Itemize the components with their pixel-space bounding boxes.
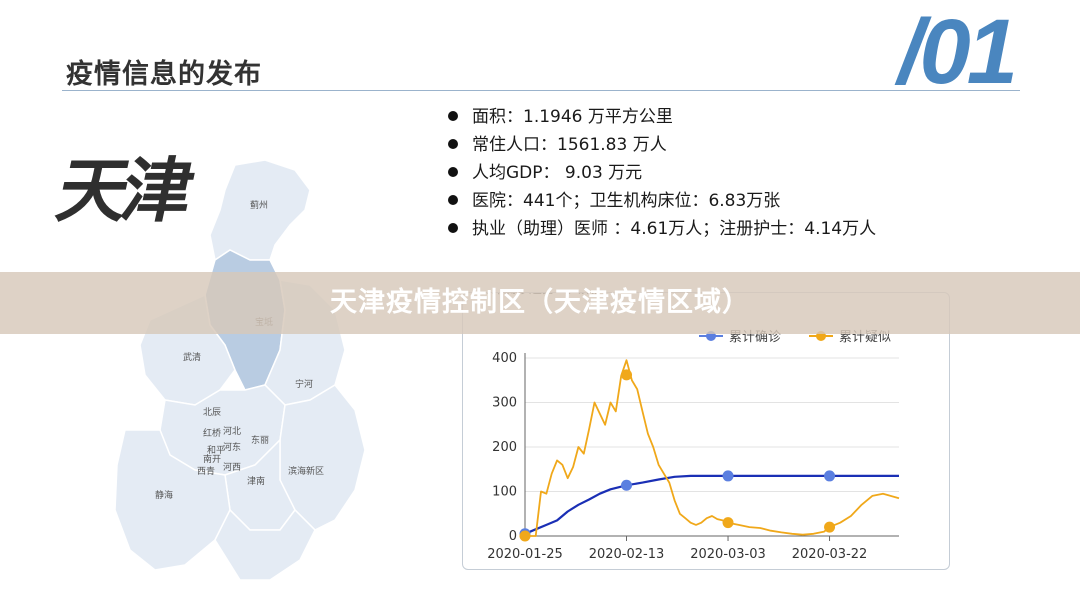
fact-text: 医院：441个；卫生机构床位：6.83万张	[472, 191, 781, 211]
bullet-icon	[448, 111, 458, 121]
banner-text: 天津疫情控制区（天津疫情区域）	[330, 287, 750, 318]
fact-item: 执业（助理）医师 ：4.61万人；注册护士：4.14万人	[448, 215, 876, 243]
district-label: 北辰	[203, 407, 221, 418]
y-tick-label: 0	[509, 529, 517, 544]
y-tick-label: 200	[492, 440, 517, 455]
bullet-icon	[448, 223, 458, 233]
fact-item: 面积：1.1946 万平方公里	[448, 103, 876, 131]
bullet-icon	[448, 139, 458, 149]
x-tick-label: 2020-03-22	[792, 547, 868, 562]
y-tick-label: 400	[492, 351, 517, 366]
district-label: 蓟州	[250, 199, 268, 211]
calligraphy-title: 天津	[50, 149, 196, 232]
fact-text: 人均GDP： 9.03 万元	[472, 163, 643, 183]
bullet-icon	[448, 167, 458, 177]
slide-title: 疫情信息的发布	[66, 59, 262, 90]
district-label: 红桥	[203, 427, 221, 439]
district-label: 滨海新区	[288, 465, 324, 477]
x-tick-label: 2020-03-03	[690, 547, 766, 562]
fact-text: 常住人口：1561.83 万人	[472, 135, 667, 155]
data-point	[722, 517, 734, 529]
fact-text: 面积：1.1946 万平方公里	[472, 107, 673, 127]
data-point	[519, 530, 531, 542]
series-line	[524, 474, 899, 535]
x-tick-label: 2020-01-25	[487, 547, 563, 562]
bullet-icon	[448, 195, 458, 205]
district-label: 东丽	[251, 434, 269, 446]
chart-panel: 累计确诊趋势（人数）01002003004002020-01-252020-02…	[462, 281, 950, 570]
fact-item: 人均GDP： 9.03 万元	[448, 159, 876, 187]
data-point	[722, 470, 734, 482]
fact-text: 执业（助理）医师 ：4.61万人；注册护士：4.14万人	[472, 219, 877, 239]
series-line	[525, 359, 900, 537]
district-label: 静海	[155, 489, 173, 501]
fact-list: 面积：1.1946 万平方公里 常住人口：1561.83 万人 人均GDP： 9…	[448, 103, 876, 243]
district-label: 武清	[183, 351, 201, 363]
district-label: 南开	[203, 453, 221, 465]
caption-banner: 天津疫情控制区（天津疫情区域）	[0, 272, 1080, 334]
district-label: 津南	[247, 475, 265, 487]
district-label: 河北	[223, 425, 241, 437]
slide-number: /01	[898, 1, 1018, 103]
data-point	[621, 369, 633, 381]
y-tick-label: 100	[492, 485, 517, 500]
district-label: 和平	[207, 445, 225, 456]
fact-item: 医院：441个；卫生机构床位：6.83万张	[448, 187, 876, 215]
x-tick-label: 2020-02-13	[589, 547, 665, 562]
fact-item: 常住人口：1561.83 万人	[448, 131, 876, 159]
data-point	[621, 479, 633, 491]
district-label: 河西	[223, 461, 241, 473]
title-divider	[62, 90, 1020, 91]
y-tick-label: 300	[492, 396, 517, 411]
district-label: 河东	[223, 441, 241, 453]
line-chart: 累计确诊趋势（人数）01002003004002020-01-252020-02…	[467, 281, 900, 562]
map-region-dagang	[214, 508, 316, 581]
district-label: 宁河	[295, 378, 313, 390]
data-point	[824, 470, 836, 482]
district-label: 西青	[197, 465, 215, 477]
data-point	[824, 521, 836, 533]
